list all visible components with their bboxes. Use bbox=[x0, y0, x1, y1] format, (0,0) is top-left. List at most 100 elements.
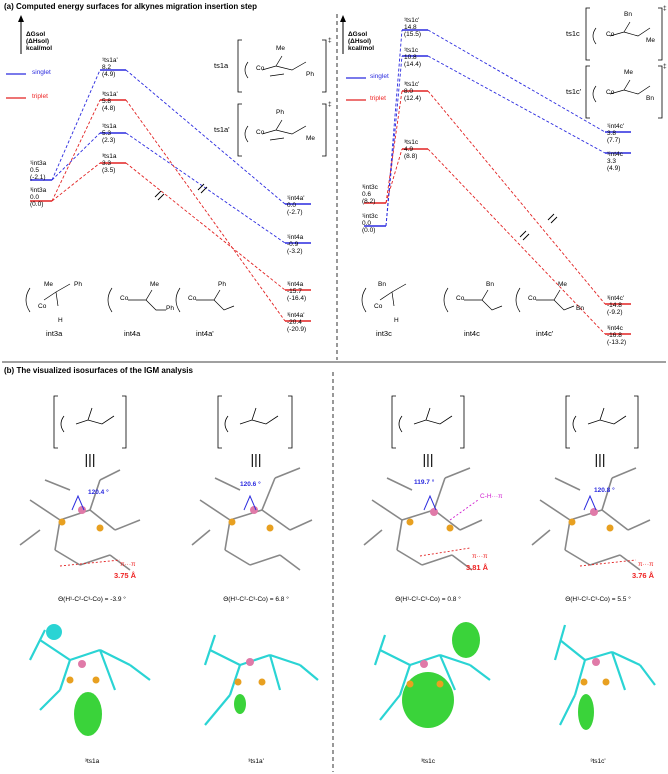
dihedral-2: Θ(H¹-C²-C³-Co) = 6.8 ° bbox=[223, 596, 289, 603]
break-mark-2 bbox=[157, 193, 165, 201]
label-3int4a-name: ³int4a bbox=[287, 281, 304, 288]
angle-label-1: 120.4 ° bbox=[88, 489, 109, 496]
b-scheme-1 bbox=[60, 407, 115, 433]
label-3int4c-h: (-13.2) bbox=[607, 338, 627, 346]
break-mark-7 bbox=[547, 213, 555, 221]
int3c-h: H bbox=[394, 317, 399, 324]
isosurface-ts1c-a bbox=[402, 672, 454, 728]
b-scheme-4-bracket-r bbox=[634, 395, 639, 449]
atoms-b-row bbox=[58, 506, 614, 532]
ts1c-prime-dagger: ‡ bbox=[663, 63, 667, 70]
int4a-sketch bbox=[107, 287, 166, 313]
label-1int3c-h: (0.0) bbox=[362, 226, 376, 234]
ts1c-bracket-right bbox=[658, 7, 663, 61]
right-axis-label: ΔGsol (ΔHsol) kcal/mol bbox=[348, 31, 375, 52]
b-scheme-4-bracket-l bbox=[565, 395, 570, 449]
pipi-label-3: π···π bbox=[472, 553, 488, 560]
path-rt2 bbox=[385, 148, 403, 204]
label-1int4a-prime-name: ¹int4a' bbox=[287, 195, 305, 202]
equiv-1: ||| bbox=[84, 451, 96, 467]
label-3int4a-prime-h: (-20.9) bbox=[287, 325, 307, 333]
int3a-co: Co bbox=[38, 303, 47, 310]
label-3ts1a: ³ts1a 3.3 (3.5) bbox=[102, 153, 116, 174]
b-scheme-3 bbox=[398, 407, 453, 433]
ts1a-prime-bracket-left bbox=[237, 103, 242, 157]
int4c-sketch bbox=[443, 287, 503, 313]
label-3int4c-prime-g: -14.8 bbox=[607, 301, 622, 309]
label-3int4c-g: -16.8 bbox=[607, 331, 622, 339]
int4a-ph: Ph bbox=[166, 305, 174, 312]
b-scheme-3-bracket-l bbox=[391, 395, 396, 449]
int3a-label: int3a bbox=[46, 329, 63, 338]
label-1ts1c-prime-h: (15.5) bbox=[404, 30, 421, 38]
b-scheme-2-bracket-r bbox=[288, 395, 293, 449]
ts1a-prime-scheme bbox=[244, 119, 307, 143]
int3c-bn: Bn bbox=[378, 281, 386, 288]
label-3int4c: ³int4c -16.8 (-13.2) bbox=[607, 325, 627, 346]
int3c-co: Co bbox=[374, 303, 383, 310]
angle-label-4: 120.8 ° bbox=[594, 487, 615, 494]
left-axis-line3: kcal/mol bbox=[26, 44, 53, 52]
ts1c-bracket-left bbox=[585, 7, 590, 61]
pipi-dist-1: 3.75 Å bbox=[114, 571, 137, 580]
right-axis-line2: (ΔHsol) bbox=[348, 37, 372, 45]
label-1int3c-g: 0.0 bbox=[362, 219, 372, 227]
label-1ts1a-g: 5.3 bbox=[102, 129, 112, 137]
label-1int4c-h: (4.9) bbox=[607, 164, 621, 172]
ts1a-co: Co bbox=[256, 65, 265, 72]
ch-pi-line bbox=[449, 499, 479, 521]
isosurface-ts1a bbox=[74, 692, 102, 736]
ts1a-prime-ph: Ph bbox=[276, 109, 284, 116]
label-1ts1c-h: (14.4) bbox=[404, 60, 421, 68]
angle-mark-3 bbox=[423, 494, 437, 511]
section-b-title: (b) The visualized isosurfaces of the IG… bbox=[4, 366, 193, 375]
int4a-me: Me bbox=[150, 281, 160, 288]
left-axis-line2: (ΔHsol) bbox=[26, 37, 50, 45]
ts1a-prime-bracket-right bbox=[322, 103, 327, 157]
label-1ts1a: ¹ts1a 5.3 (2.3) bbox=[102, 123, 116, 144]
label-1ts1a-prime-h: (4.9) bbox=[102, 70, 116, 78]
label-1int4c: ¹int4c 3.3 (4.9) bbox=[607, 151, 623, 172]
right-axis-line3: kcal/mol bbox=[348, 44, 375, 52]
label-3int4a-prime: ³int4a' -20.4 (-20.9) bbox=[287, 312, 307, 333]
label-1int4c-prime: ¹int4c' 3.8 (7.7) bbox=[607, 123, 624, 144]
right-axis-line1: ΔGsol bbox=[348, 31, 368, 38]
label-3ts1c-h: (8.8) bbox=[404, 152, 418, 160]
label-3int4c-prime: ³int4c' -14.8 (-9.2) bbox=[607, 295, 624, 316]
label-3ts1c-prime-h: (12.4) bbox=[404, 94, 421, 102]
ch-pi-label: C-H···π bbox=[480, 493, 503, 500]
label-3ts1a-h: (3.5) bbox=[102, 166, 116, 174]
igm-name-2: ³ts1a' bbox=[248, 758, 264, 765]
break-mark-5 bbox=[519, 230, 527, 238]
ts1a-prime-title: ts1a' bbox=[214, 125, 230, 134]
igm-name-3: ³ts1c bbox=[420, 758, 436, 765]
legend-triplet-right: triplet bbox=[370, 95, 386, 102]
b-scheme-2-bracket-l bbox=[217, 395, 222, 449]
label-1ts1c-g: 10.8 bbox=[404, 53, 417, 61]
label-3int4c-prime-h: (-9.2) bbox=[607, 308, 623, 316]
mol-ts1a bbox=[19, 469, 141, 571]
ts1a-title: ts1a bbox=[214, 61, 229, 70]
int3a-me: Me bbox=[44, 281, 54, 288]
igm-name-4: ³ts1c' bbox=[590, 758, 606, 765]
pipi-label-4: π···π bbox=[638, 561, 654, 568]
label-3int3c-g: 0.6 bbox=[362, 190, 372, 198]
ts1c-prime-bn: Bn bbox=[646, 95, 654, 102]
int3a-sketch bbox=[25, 283, 71, 313]
label-1ts1a-prime-name: ¹ts1a' bbox=[102, 57, 118, 64]
label-3int4a: ³int4a -15.7 (-16.4) bbox=[287, 281, 306, 302]
label-1int4a-g: -0.9 bbox=[287, 240, 299, 248]
path-t1 bbox=[51, 99, 101, 202]
label-1int4a-prime-g: 0.0 bbox=[287, 201, 297, 209]
int3c-sketch bbox=[361, 283, 407, 313]
igm-ts1c-prime bbox=[553, 624, 656, 730]
ts1c-scheme bbox=[592, 21, 651, 45]
label-1ts1c-prime-g: 14.8 bbox=[404, 23, 417, 31]
label-1int3c: ¹int3c 0.0 (0.0) bbox=[362, 213, 378, 234]
ts1c-prime-bracket-right bbox=[658, 65, 663, 119]
int4c-prime-co: Co bbox=[528, 295, 537, 302]
label-3int4a-prime-g: -20.4 bbox=[287, 318, 302, 326]
left-axis-label: ΔGsol (ΔHsol) kcal/mol bbox=[26, 31, 53, 52]
ts1c-prime-me: Me bbox=[624, 69, 634, 76]
